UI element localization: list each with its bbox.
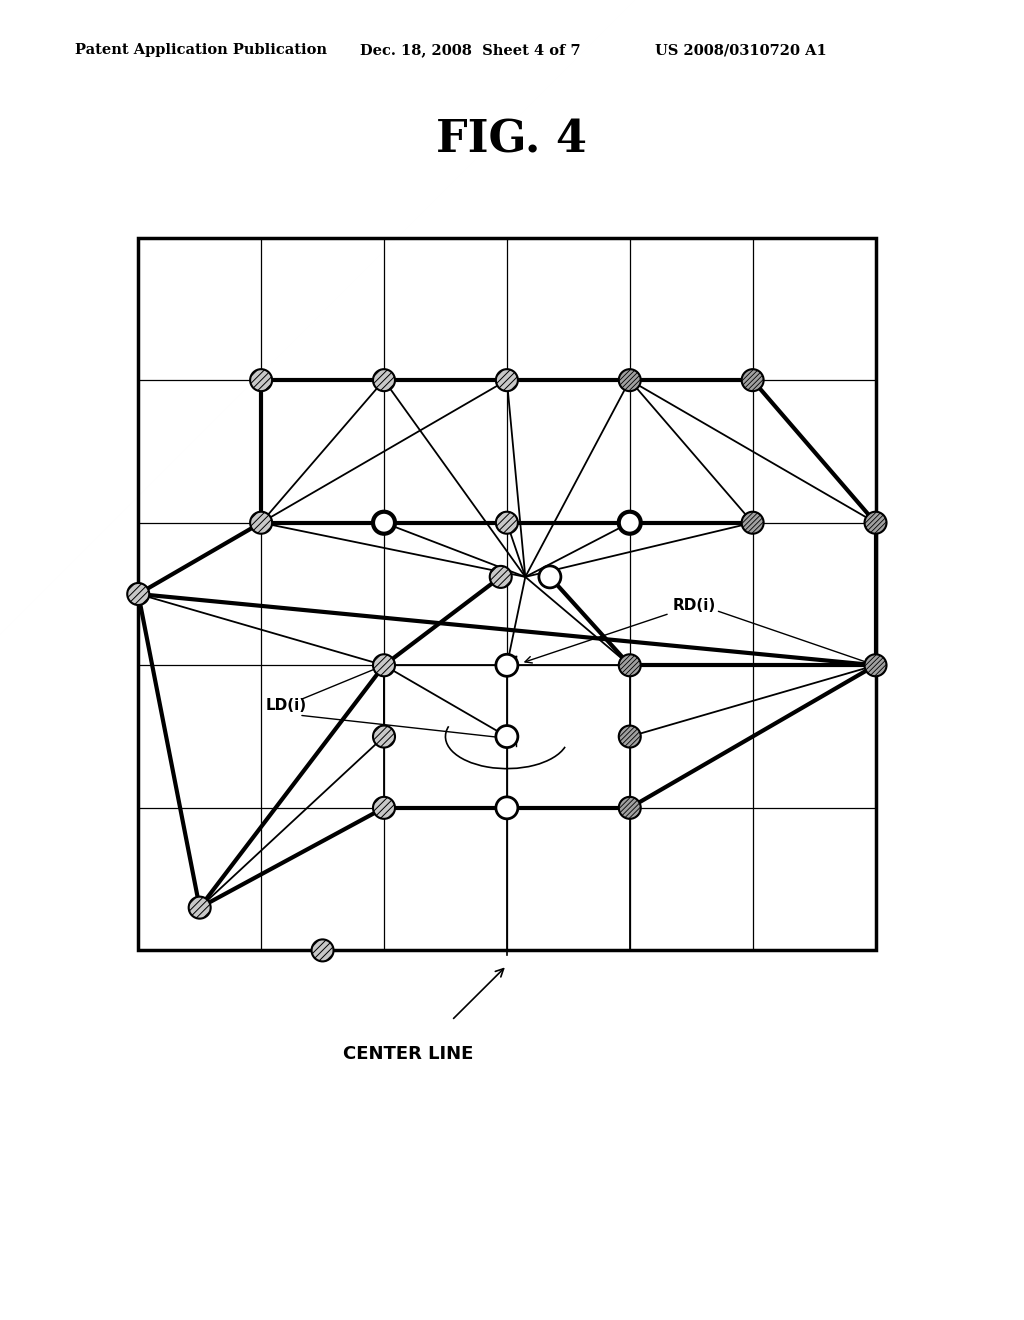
Circle shape [373, 512, 395, 533]
Text: FIG. 4: FIG. 4 [436, 119, 588, 161]
Circle shape [373, 655, 395, 676]
Circle shape [864, 655, 887, 676]
Circle shape [618, 726, 641, 747]
Circle shape [250, 512, 272, 533]
Circle shape [496, 726, 518, 747]
Circle shape [539, 566, 561, 587]
Circle shape [496, 655, 518, 676]
Circle shape [373, 726, 395, 747]
Text: CENTER LINE: CENTER LINE [343, 1045, 474, 1064]
Circle shape [618, 655, 641, 676]
Text: RD(i): RD(i) [673, 598, 716, 612]
Circle shape [188, 896, 211, 919]
Circle shape [373, 797, 395, 818]
Text: US 2008/0310720 A1: US 2008/0310720 A1 [655, 44, 826, 57]
Text: Patent Application Publication: Patent Application Publication [75, 44, 327, 57]
Circle shape [127, 583, 150, 605]
Circle shape [496, 797, 518, 818]
Circle shape [741, 370, 764, 391]
Circle shape [618, 797, 641, 818]
Text: LD(i): LD(i) [266, 698, 307, 713]
Circle shape [496, 370, 518, 391]
Circle shape [311, 940, 334, 961]
Circle shape [741, 512, 764, 533]
Circle shape [864, 512, 887, 533]
Text: Dec. 18, 2008  Sheet 4 of 7: Dec. 18, 2008 Sheet 4 of 7 [360, 44, 581, 57]
Circle shape [373, 370, 395, 391]
Circle shape [618, 370, 641, 391]
Circle shape [250, 370, 272, 391]
Circle shape [489, 566, 512, 587]
Bar [138, 238, 876, 950]
Circle shape [496, 512, 518, 533]
Circle shape [618, 512, 641, 533]
